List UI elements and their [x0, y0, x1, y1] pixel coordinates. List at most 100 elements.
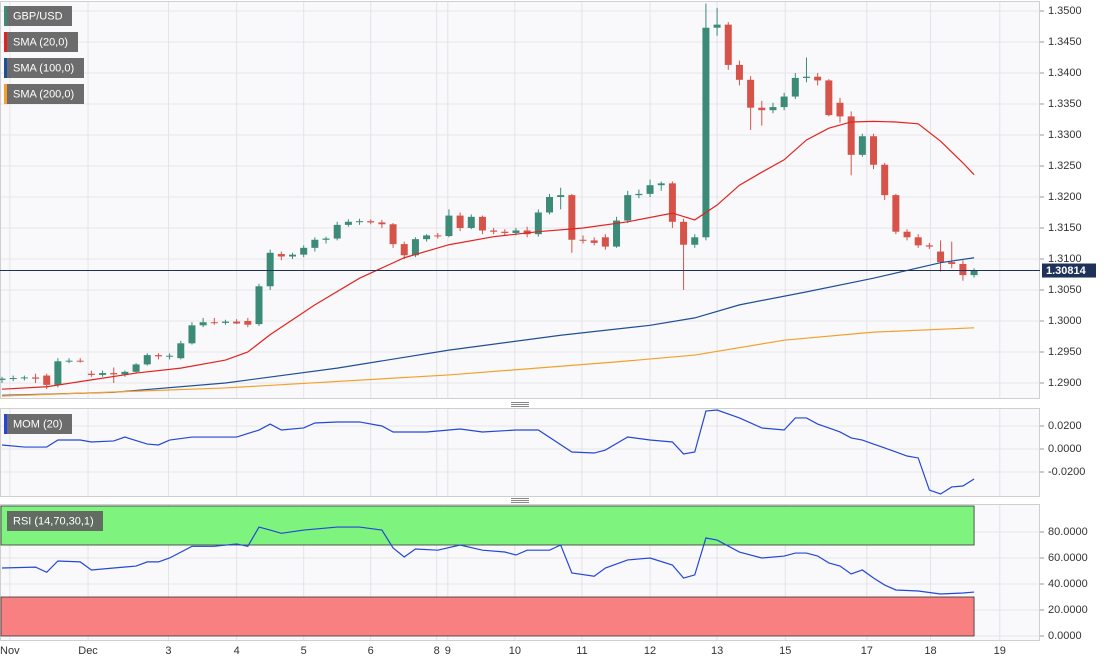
- candle-body: [333, 224, 341, 239]
- candle-body: [713, 24, 721, 28]
- candle-body: [568, 195, 576, 240]
- candle-body: [780, 96, 788, 108]
- candle-body: [858, 136, 866, 155]
- candle-body: [624, 195, 632, 221]
- candle-body: [579, 239, 587, 241]
- candle-body: [646, 185, 654, 194]
- candle-body: [400, 244, 408, 256]
- last-price-box: [1042, 263, 1096, 278]
- candle-body: [210, 322, 218, 324]
- candle-body: [668, 183, 676, 222]
- legend-label: SMA (20,0): [13, 36, 68, 48]
- candle-body: [154, 355, 162, 357]
- y-tick-label: 1.3300: [1048, 129, 1082, 141]
- candle-body: [221, 321, 229, 323]
- panel: [0, 1, 1040, 399]
- candle-body: [166, 355, 174, 357]
- y-tick-label: 1.3350: [1048, 98, 1082, 110]
- candle-body: [367, 221, 375, 223]
- legend-box: [4, 32, 78, 52]
- candle-body: [199, 322, 207, 326]
- y-tick-label: -0.0200: [1048, 466, 1085, 478]
- candle-body: [825, 80, 833, 116]
- candle-body: [87, 373, 95, 375]
- candle-body: [657, 183, 665, 186]
- legend-item: SMA (100,0): [4, 58, 84, 78]
- panel: [0, 408, 1040, 497]
- line: [1, 409, 975, 495]
- candle-body: [423, 235, 431, 240]
- candle-body: [9, 378, 17, 380]
- candle-body: [959, 263, 967, 276]
- candle-body: [534, 212, 542, 235]
- candle-body: [501, 231, 509, 233]
- legend-label: RSI (14,70,30,1): [13, 515, 94, 527]
- candle-body: [523, 230, 531, 235]
- legend-label: SMA (100,0): [13, 62, 74, 74]
- candle-body: [937, 251, 945, 263]
- candle-body: [836, 102, 844, 117]
- line: [1, 526, 975, 595]
- y-tick-label: 20.0000: [1048, 604, 1088, 616]
- candle-body: [802, 76, 810, 78]
- y-tick-label: 1.3150: [1048, 222, 1082, 234]
- legend-box: [4, 414, 72, 434]
- candle-body: [680, 221, 688, 245]
- line: [1, 327, 975, 397]
- candle-body: [244, 320, 252, 325]
- candle-body: [456, 215, 464, 228]
- candle-body: [512, 230, 520, 233]
- candle-body: [356, 221, 364, 223]
- candle-body: [32, 377, 40, 379]
- x-tick-label: 9: [445, 645, 451, 657]
- x-tick-label: 6: [368, 645, 374, 657]
- legend-item: SMA (20,0): [4, 32, 78, 52]
- line: [1, 120, 975, 390]
- candle-body: [65, 360, 73, 362]
- candle-body: [76, 360, 84, 362]
- x-tick-label: 19: [994, 645, 1006, 657]
- legend-box: [4, 58, 84, 78]
- candle-body: [188, 325, 196, 344]
- candle-body: [20, 377, 28, 379]
- x-tick-label: 15: [779, 645, 791, 657]
- candle-body: [143, 355, 151, 365]
- candle-body: [110, 373, 118, 375]
- y-tick-label: 1.2900: [1048, 377, 1082, 389]
- candle-body: [769, 107, 777, 111]
- candle-body: [99, 373, 107, 375]
- y-tick-label: 1.3450: [1048, 36, 1082, 48]
- y-tick-label: 1.3200: [1048, 191, 1082, 203]
- candle-body: [344, 221, 352, 225]
- candle-body: [791, 77, 799, 97]
- y-tick-label: 80.0000: [1048, 526, 1088, 538]
- legend-swatch: [4, 511, 7, 531]
- y-tick-label: 40.0000: [1048, 578, 1088, 590]
- candle-body: [758, 107, 766, 111]
- zone: [0, 505, 975, 546]
- x-tick-label: 10: [509, 645, 521, 657]
- candle-body: [177, 343, 185, 359]
- legend-swatch: [4, 32, 7, 52]
- candle-body: [43, 375, 51, 385]
- candle-body: [467, 216, 475, 228]
- candle-body: [881, 164, 889, 196]
- candle-body: [735, 64, 743, 80]
- candle-body: [948, 262, 956, 264]
- x-tick-label: 8: [434, 645, 440, 657]
- candle-body: [892, 195, 900, 232]
- candle-body: [478, 216, 486, 231]
- candle-body: [635, 193, 643, 196]
- legend-label: SMA (200,0): [13, 88, 74, 100]
- x-tick-label: 5: [301, 645, 307, 657]
- x-tick-label: 12: [644, 645, 656, 657]
- candle-body: [601, 237, 609, 247]
- candle-body: [613, 220, 621, 247]
- y-tick-label: 0.0000: [1048, 630, 1082, 642]
- line: [1, 257, 975, 396]
- y-tick-label: 0.0000: [1048, 443, 1082, 455]
- y-tick-label: 1.3100: [1048, 253, 1082, 265]
- candle-body: [557, 195, 565, 197]
